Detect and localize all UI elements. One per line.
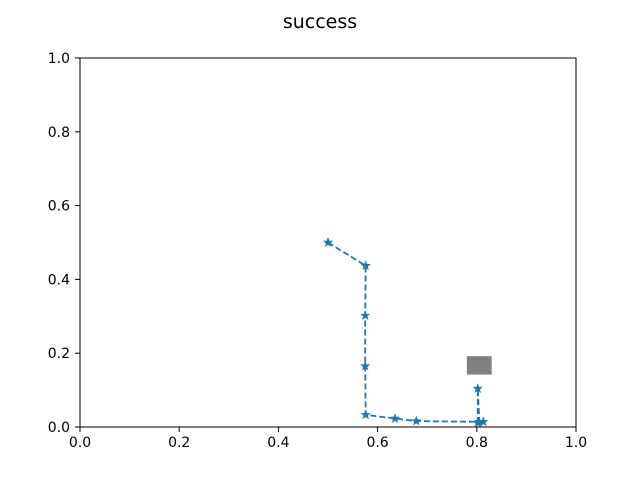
y-tick-label: 0.6: [48, 199, 70, 215]
data-point: [359, 360, 371, 371]
plot-frame: [79, 57, 577, 428]
x-tick-label: 0.2: [168, 435, 190, 451]
x-tick-label: 0.0: [69, 435, 91, 451]
goal-marker: [466, 356, 492, 375]
series-line: [327, 241, 484, 425]
data-point: [360, 310, 371, 320]
data-point: [472, 383, 484, 394]
x-tick-label: 0.4: [267, 435, 289, 451]
x-tick-label: 1.0: [565, 435, 587, 451]
data-point: [478, 416, 489, 427]
y-tick-label: 0.2: [48, 346, 70, 362]
y-tick-label: 1.0: [48, 51, 70, 67]
chart-title: success: [283, 11, 357, 33]
x-tick-label: 0.6: [366, 435, 388, 451]
y-axis: 0.0 0.2 0.4 0.6 0.8 1.0: [48, 51, 80, 436]
data-point: [411, 415, 422, 426]
data-point: [322, 237, 334, 247]
x-tick-label: 0.8: [466, 435, 488, 451]
y-tick-label: 0.4: [48, 272, 70, 288]
data-point: [360, 260, 371, 271]
y-tick-label: 0.8: [48, 125, 70, 141]
x-axis: 0.0 0.2 0.4 0.6 0.8 1.0: [69, 427, 587, 451]
data-point: [389, 413, 401, 423]
data-point: [360, 409, 371, 420]
y-tick-label: 0.0: [48, 420, 70, 436]
